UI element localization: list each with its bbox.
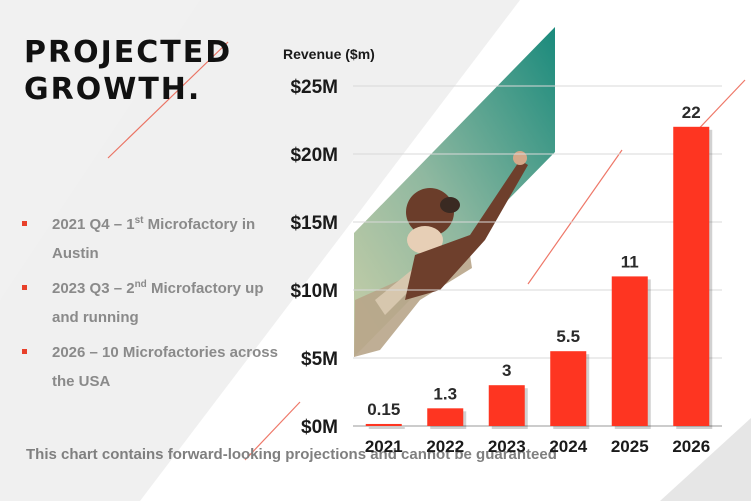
accent-line-3 [527, 149, 623, 285]
title-line-2: GROWTH. [24, 72, 202, 107]
x-tick-label: 2022 [426, 437, 464, 456]
milestone-item-2: 2023 Q3 – 2nd Microfactory up and runnin… [22, 274, 282, 332]
bars [365, 126, 713, 430]
data-label: 22 [682, 103, 701, 122]
bullet-square-icon [22, 285, 27, 290]
y-tick-labels: $0M $5M $10M $15M $20M $25M [290, 77, 338, 438]
milestone-item-3: 2026 – 10 Microfactories across the USA [22, 338, 282, 396]
page-title: PROJECTED GROWTH. [24, 34, 284, 108]
milestone-item-1: 2021 Q4 – 1st Microfactory in Austin [22, 210, 282, 268]
data-labels: 0.15 1.3 3 5.5 11 22 [367, 103, 701, 419]
data-label: 3 [502, 361, 511, 380]
x-tick-labels: 2021 2022 2023 2024 2025 2026 [365, 437, 710, 456]
x-tick-label: 2023 [488, 437, 526, 456]
x-tick-label: 2021 [365, 437, 403, 456]
bar [611, 276, 648, 426]
accent-line-2 [244, 401, 301, 461]
corner-panel [660, 418, 751, 501]
gridlines [353, 85, 722, 427]
y-tick-label: $5M [301, 349, 338, 370]
y-tick-label: $20M [290, 145, 338, 166]
title-line-1: PROJECTED [24, 35, 233, 70]
bullet-square-icon [22, 221, 27, 226]
x-tick-label: 2025 [611, 437, 649, 456]
bar [365, 423, 402, 426]
y-axis-title: Revenue ($m) [283, 46, 375, 62]
bullet-square-icon [22, 349, 27, 354]
y-tick-label: $15M [290, 213, 338, 234]
y-tick-label: $25M [290, 77, 338, 98]
diagonal-panel [0, 0, 520, 501]
x-tick-label: 2024 [549, 437, 587, 456]
milestone-list: 2021 Q4 – 1st Microfactory in Austin 202… [22, 210, 282, 402]
data-label: 5.5 [556, 327, 580, 346]
accent-line-1 [107, 41, 229, 159]
bar [550, 351, 587, 426]
data-label: 1.3 [433, 384, 457, 403]
pilot-photo [354, 27, 555, 357]
bar [673, 126, 710, 427]
bar [488, 385, 525, 426]
bar-shadow [368, 426, 405, 429]
x-tick-label: 2026 [672, 437, 710, 456]
y-tick-label: $0M [301, 417, 338, 438]
disclaimer-footer: This chart contains forward-looking proj… [26, 446, 557, 463]
bar [427, 408, 464, 426]
y-tick-label: $10M [290, 281, 338, 302]
data-label: 11 [621, 252, 639, 271]
data-label: 0.15 [367, 400, 400, 419]
